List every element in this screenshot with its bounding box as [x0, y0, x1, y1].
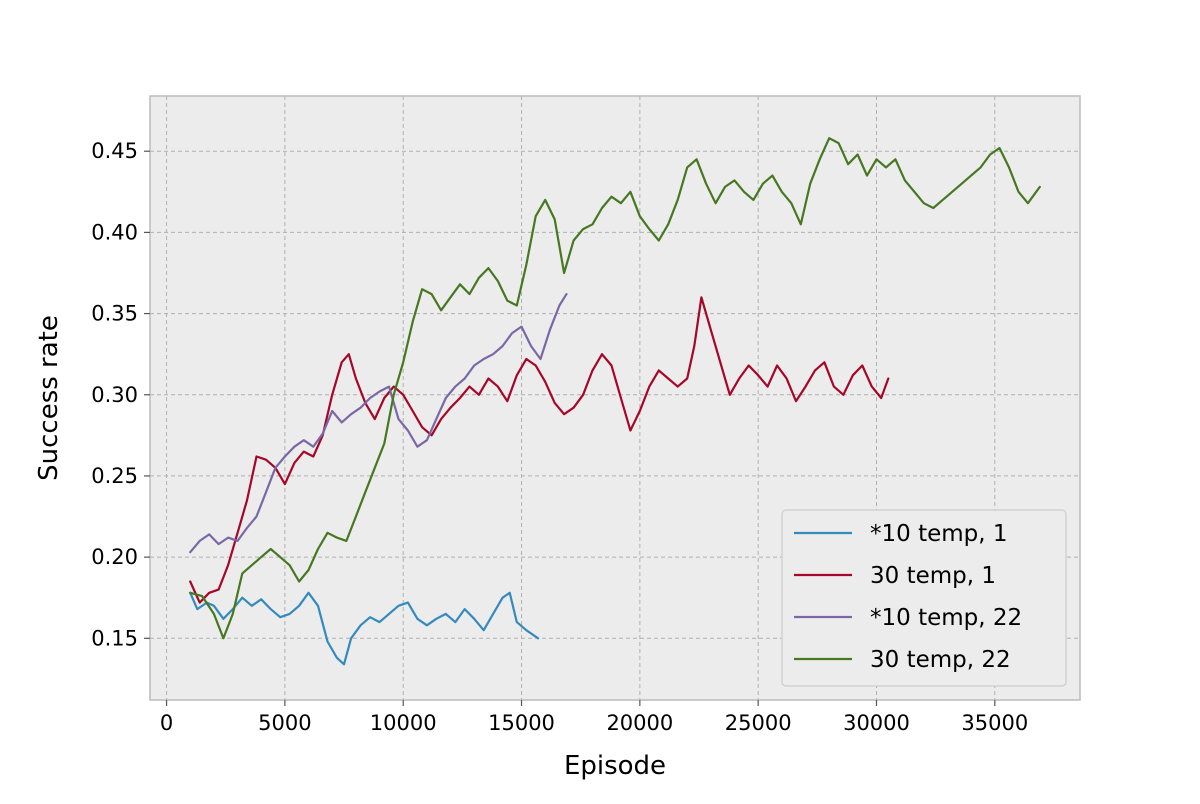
y-tick-label: 0.35: [91, 302, 138, 326]
legend-label-3: 30 temp, 22: [870, 647, 1011, 673]
x-tick-label: 25000: [725, 711, 792, 735]
plot-frame: [149, 95, 1081, 701]
series-line-0: [189, 591, 540, 666]
x-tick-label: 5000: [258, 711, 311, 735]
axis-ticks: 0 5000 10000 15000 20000 25000 30000 35000 0.15 0…: [91, 139, 1028, 735]
legend-label-0: *10 temp, 1: [870, 521, 1008, 547]
legend-box: [781, 509, 1067, 687]
y-tick-label: 0.15: [91, 626, 138, 650]
series-group: [189, 137, 1041, 666]
grid: [150, 96, 1080, 700]
legend-label-1: 30 temp, 1: [870, 563, 996, 589]
y-tick-label: 0.25: [91, 464, 138, 488]
y-tick-label: 0.45: [91, 139, 138, 163]
x-axis-title: Episode: [564, 751, 666, 781]
y-axis-title: Success rate: [34, 315, 64, 481]
x-tick-label: 30000: [843, 711, 910, 735]
x-tick-label: 10000: [370, 711, 437, 735]
x-tick-label: 15000: [488, 711, 555, 735]
x-tick-label: 20000: [606, 711, 673, 735]
y-tick-label: 0.30: [91, 383, 138, 407]
series-line-2: [189, 293, 568, 554]
legend: *10 temp, 1 30 temp, 1 *10 temp, 22 30 t…: [781, 509, 1067, 687]
legend-label-2: *10 temp, 22: [870, 605, 1022, 631]
x-tick-label: 0: [160, 711, 173, 735]
y-tick-label: 0.40: [91, 220, 138, 244]
y-tick-label: 0.20: [91, 545, 138, 569]
series-line-3: [189, 137, 1041, 640]
x-tick-label: 35000: [961, 711, 1028, 735]
series-line-1: [189, 296, 890, 604]
